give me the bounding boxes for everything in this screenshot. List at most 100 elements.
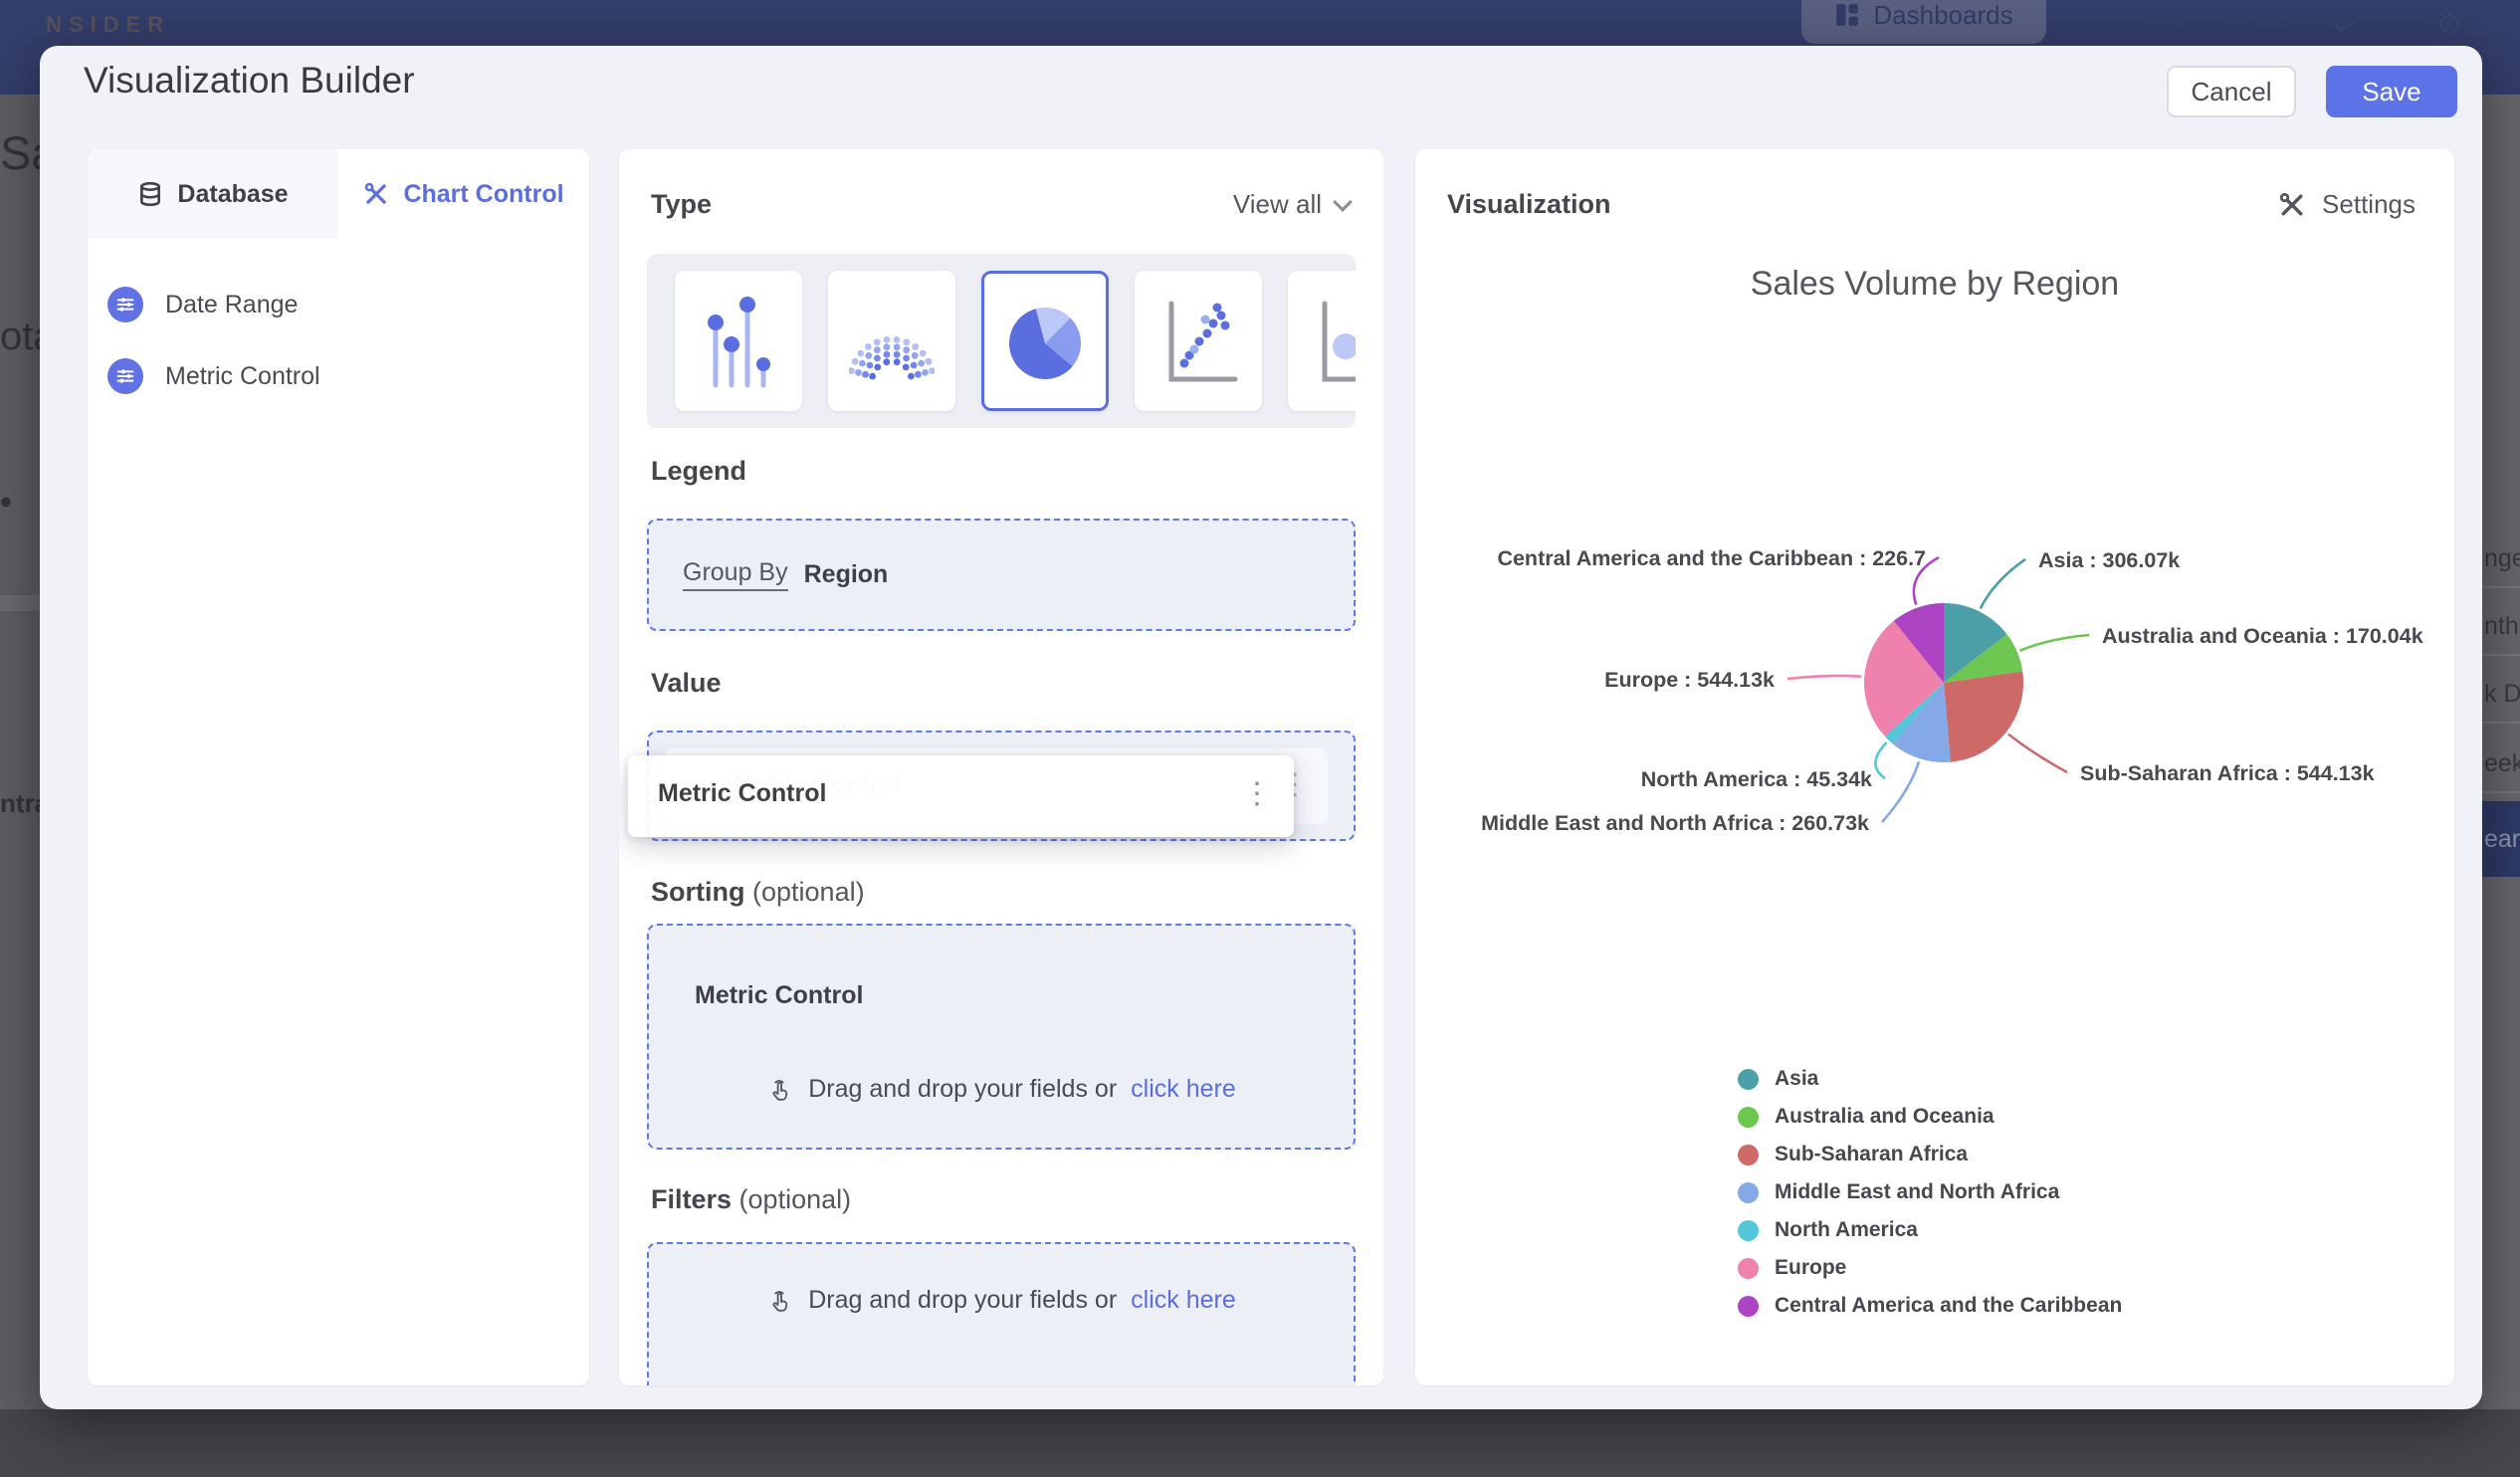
leader-line <box>1881 760 1921 823</box>
legend-item[interactable]: Sub-Saharan Africa <box>1738 1143 1968 1166</box>
legend-item-label: Asia <box>1775 1067 1819 1090</box>
type-option-pie-chart-icon[interactable] <box>981 271 1109 411</box>
filters-heading: Filters (optional) <box>651 1184 852 1214</box>
legend-dropzone[interactable]: Group By Region <box>647 519 1356 631</box>
tab-chart-control[interactable]: Chart Control <box>338 149 589 239</box>
menu-item-fragment[interactable]: k D <box>2484 680 2520 708</box>
kebab-menu-icon[interactable]: ⋮ <box>1242 777 1272 810</box>
dnd-text: Drag and drop your fields or <box>808 1075 1118 1103</box>
click-here-link[interactable]: click here <box>1131 1286 1236 1314</box>
filters-dropzone[interactable]: Drag and drop your fields or click here <box>647 1242 1356 1385</box>
pie-slice-3[interactable] <box>1892 683 1951 762</box>
menu-item-fragment[interactable]: nge <box>2484 544 2520 572</box>
visualization-heading: Visualization <box>1447 189 1611 219</box>
type-option-bubble-chart-icon[interactable] <box>1288 271 1356 411</box>
tap-hand-icon <box>766 1076 794 1104</box>
modal-title: Visualization Builder <box>84 60 415 101</box>
leader-line <box>2018 633 2090 652</box>
type-heading: Type <box>651 189 713 219</box>
legend-color-dot <box>1738 1144 1759 1165</box>
view-all-label: View all <box>1232 189 1322 219</box>
nav-data-warehouse-label: Data Warehouse <box>2129 9 2323 40</box>
visualization-builder-modal: Visualization Builder Cancel Save Databa… <box>40 46 2482 1409</box>
dimmed-page-bottom-band <box>0 1409 2520 1477</box>
dashboards-icon <box>1834 2 1860 28</box>
menu-item-fragment[interactable]: nth <box>2484 612 2519 640</box>
group-by-link[interactable]: Group By <box>683 558 788 591</box>
database-icon <box>137 181 163 207</box>
slice-label: Asia : 306.07k <box>2038 548 2180 572</box>
legend-color-dot <box>1738 1106 1759 1128</box>
pie-slice-1[interactable] <box>1944 634 2023 683</box>
visualization-panel: Visualization Settings Sales Volume by R… <box>1415 149 2454 1385</box>
legend-item[interactable]: Central America and the Caribbean <box>1738 1294 2122 1318</box>
menu-divider <box>2482 791 2520 793</box>
dnd-text: Drag and drop your fields or <box>808 1286 1118 1314</box>
legend-color-dot <box>1738 1295 1759 1317</box>
tab-chart-control-label: Chart Control <box>403 179 564 208</box>
sidebar-item-label: Metric Control <box>165 361 320 390</box>
nav-settings[interactable]: ⚙ Se <box>2436 0 2508 50</box>
legend-color-dot <box>1738 1068 1759 1090</box>
slice-label: Middle East and North Africa : 260.73k <box>1481 811 1869 835</box>
legend-item[interactable]: Europe <box>1738 1256 1846 1280</box>
legend-heading: Legend <box>651 456 747 486</box>
menu-divider <box>2482 722 2520 724</box>
pie-chart: Asia : 306.07k Australia and Oceania : 17… <box>1481 546 2423 835</box>
pie-slice-0[interactable] <box>1944 603 2007 683</box>
slice-label: North America : 45.34k <box>1641 767 1872 791</box>
tap-hand-icon <box>766 1287 794 1315</box>
nav-dashboards[interactable]: Dashboards <box>1801 0 2046 44</box>
click-here-link[interactable]: click here <box>1131 1075 1236 1103</box>
menu-item-fragment[interactable]: eek <box>2484 749 2520 777</box>
sorting-field: Metric Control <box>695 981 864 1009</box>
legend-item[interactable]: Middle East and North Africa <box>1738 1180 2059 1204</box>
legend-item-label: Australia and Oceania <box>1775 1105 1995 1128</box>
chevron-down-icon <box>1333 191 1353 212</box>
value-field-dragging-card[interactable]: Metric Control ⋮ <box>628 755 1294 837</box>
legend-color-dot <box>1738 1257 1759 1279</box>
pie-slice-5[interactable] <box>1864 620 1944 737</box>
chart-title: Sales Volume by Region <box>1750 265 2120 303</box>
pie-slice-6[interactable] <box>1893 603 1944 683</box>
sidebar-item-date-range[interactable]: Date Range <box>107 287 298 322</box>
slice-label: Europe : 544.13k <box>1604 668 1775 692</box>
sliders-icon <box>107 358 143 394</box>
settings-label: Settings <box>2322 189 2415 219</box>
legend-item[interactable]: Australia and Oceania <box>1738 1105 1995 1129</box>
cancel-button[interactable]: Cancel <box>2167 66 2296 117</box>
menu-item-selected[interactable]: ear <box>2482 801 2520 877</box>
slice-label: Australia and Oceania : 170.04k <box>2102 624 2423 648</box>
nav-data-warehouse[interactable]: Data Warehouse <box>2086 0 2354 50</box>
pie-slice-2[interactable] <box>1944 671 2024 762</box>
sliders-icon <box>107 287 143 322</box>
group-by-field: Region <box>803 560 889 588</box>
chart-config-panel: Type View all Legend Group By R <box>619 149 1383 1385</box>
value-heading: Value <box>651 668 722 698</box>
brand-logo: NSIDER <box>46 12 171 37</box>
sorting-dropzone[interactable]: Metric Control Drag and drop your fields… <box>647 924 1356 1150</box>
pie-slice-4[interactable] <box>1884 683 1944 744</box>
legend-item-label: Central America and the Caribbean <box>1775 1294 2123 1317</box>
value-field-label: Metric Control <box>658 779 827 807</box>
type-option-lollipop-chart-icon[interactable] <box>675 271 802 411</box>
tab-database[interactable]: Database <box>88 149 338 239</box>
page-text-fragment: • <box>0 484 12 522</box>
settings-button[interactable]: Settings <box>2278 189 2415 220</box>
dimmed-page-divider <box>0 595 40 611</box>
sorting-heading: Sorting (optional) <box>651 877 865 907</box>
legend-item-label: Europe <box>1775 1256 1847 1279</box>
tab-database-label: Database <box>177 179 289 208</box>
legend-item[interactable]: Asia <box>1738 1067 1818 1091</box>
save-button[interactable]: Save <box>2326 66 2457 117</box>
slice-label: Sub-Saharan Africa : 544.13k <box>2080 761 2375 785</box>
legend-item[interactable]: North America <box>1738 1218 1918 1242</box>
sidebar-item-label: Date Range <box>165 290 299 318</box>
type-option-arc-dot-chart-icon[interactable] <box>828 271 955 411</box>
type-option-scatter-chart-icon[interactable] <box>1135 271 1262 411</box>
leader-line <box>1912 555 1940 606</box>
leader-line <box>1874 741 1888 780</box>
sidebar-item-metric-control[interactable]: Metric Control <box>107 358 320 394</box>
view-all-dropdown[interactable]: View all <box>1232 189 1353 220</box>
